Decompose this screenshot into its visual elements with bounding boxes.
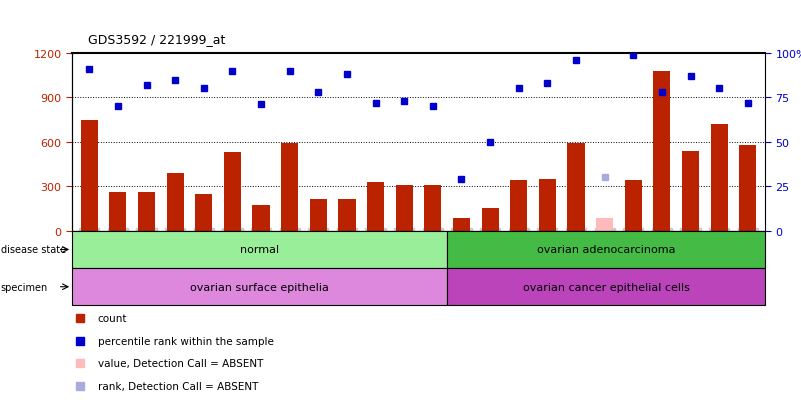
Bar: [223, 153, 241, 231]
Text: percentile rank within the sample: percentile rank within the sample: [98, 336, 274, 346]
Bar: [453, 219, 470, 231]
Bar: [710, 125, 728, 231]
Bar: [72, 268, 448, 306]
Bar: [539, 180, 556, 231]
Bar: [448, 268, 765, 306]
Bar: [310, 199, 327, 231]
Bar: [654, 71, 670, 231]
Text: specimen: specimen: [1, 282, 48, 292]
Bar: [396, 185, 413, 231]
Bar: [72, 231, 448, 268]
Bar: [195, 194, 212, 231]
Text: ovarian surface epithelia: ovarian surface epithelia: [191, 282, 329, 292]
Text: ovarian cancer epithelial cells: ovarian cancer epithelial cells: [523, 282, 690, 292]
Bar: [425, 185, 441, 231]
Bar: [138, 193, 155, 231]
Bar: [81, 120, 98, 231]
Bar: [510, 181, 527, 231]
Bar: [596, 219, 614, 231]
Bar: [481, 208, 499, 231]
Bar: [367, 183, 384, 231]
Bar: [338, 199, 356, 231]
Text: rank, Detection Call = ABSENT: rank, Detection Call = ABSENT: [98, 381, 258, 391]
Text: value, Detection Call = ABSENT: value, Detection Call = ABSENT: [98, 358, 263, 368]
Bar: [567, 144, 585, 231]
Text: count: count: [98, 313, 127, 323]
Bar: [739, 145, 756, 231]
Bar: [252, 205, 270, 231]
Bar: [625, 181, 642, 231]
Bar: [448, 231, 765, 268]
Bar: [281, 144, 298, 231]
Bar: [167, 173, 183, 231]
Bar: [682, 152, 699, 231]
Text: disease state: disease state: [1, 245, 66, 255]
Bar: [109, 193, 127, 231]
Text: GDS3592 / 221999_at: GDS3592 / 221999_at: [88, 33, 226, 45]
Text: normal: normal: [240, 245, 280, 255]
Text: ovarian adenocarcinoma: ovarian adenocarcinoma: [537, 245, 675, 255]
